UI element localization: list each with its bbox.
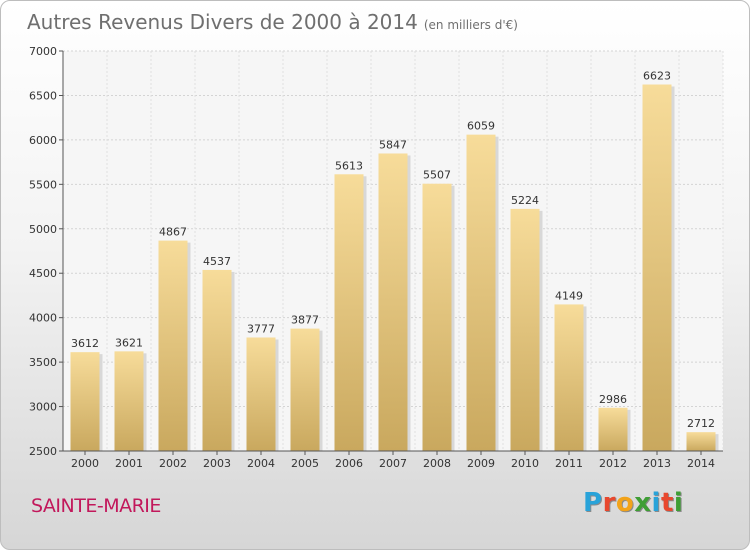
x-tick-label: 2011: [555, 457, 583, 470]
bar-2002: [158, 240, 188, 451]
y-tick-label: 4500: [29, 267, 57, 280]
y-tick-label: 2500: [29, 445, 57, 458]
y-tick-label: 5000: [29, 223, 57, 236]
bar-2007: [378, 153, 408, 451]
value-label: 5847: [379, 138, 407, 151]
x-tick-label: 2013: [643, 457, 671, 470]
logo-letter: x: [634, 488, 652, 518]
bar-2003: [202, 269, 232, 451]
value-label: 4149: [555, 289, 583, 302]
value-label: 2712: [687, 417, 715, 430]
y-tick-label: 4000: [29, 312, 57, 325]
x-tick-label: 2014: [687, 457, 715, 470]
bar-2006: [334, 174, 364, 452]
y-tick-label: 5500: [29, 178, 57, 191]
bar-2011: [554, 304, 584, 451]
y-tick-label: 6000: [29, 134, 57, 147]
x-tick-label: 2007: [379, 457, 407, 470]
y-tick-label: 3000: [29, 401, 57, 414]
bar-2009: [466, 134, 496, 451]
value-label: 3612: [71, 337, 99, 350]
bar-2005: [290, 328, 320, 451]
value-label: 3877: [291, 314, 319, 327]
bar-2000: [70, 352, 100, 451]
bar-2012: [598, 407, 628, 451]
logo-letter: i: [673, 488, 684, 518]
commune-name: SAINTE-MARIE: [31, 495, 161, 517]
bar-2014: [686, 432, 716, 451]
x-tick-label: 2003: [203, 457, 231, 470]
value-label: 5613: [335, 159, 363, 172]
chart-title-text: Autres Revenus Divers de 2000 à 2014: [27, 10, 418, 34]
y-tick-label: 7000: [29, 45, 57, 58]
value-label: 3621: [115, 336, 143, 349]
bar-2004: [246, 337, 276, 451]
chart-title: Autres Revenus Divers de 2000 à 2014 (en …: [27, 10, 518, 34]
value-label: 2986: [599, 393, 627, 406]
logo-letter: o: [615, 488, 635, 518]
value-label: 3777: [247, 322, 275, 335]
chart-title-unit: (en milliers d'€): [423, 18, 518, 32]
x-tick-label: 2002: [159, 457, 187, 470]
logo-letter: r: [602, 488, 616, 518]
value-label: 6623: [643, 70, 671, 83]
x-tick-label: 2006: [335, 457, 363, 470]
bar-2013: [642, 84, 672, 451]
x-tick-label: 2004: [247, 457, 275, 470]
proxiti-logo[interactable]: Proxiti: [583, 488, 683, 518]
x-tick-label: 2009: [467, 457, 495, 470]
bar-2010: [510, 208, 540, 451]
value-label: 5507: [423, 169, 451, 182]
x-tick-label: 2001: [115, 457, 143, 470]
y-tick-label: 3500: [29, 356, 57, 369]
x-tick-label: 2000: [71, 457, 99, 470]
bar-2001: [114, 351, 144, 451]
x-tick-label: 2008: [423, 457, 451, 470]
x-tick-label: 2010: [511, 457, 539, 470]
value-label: 6059: [467, 120, 495, 133]
logo-letter: i: [651, 488, 661, 518]
value-label: 4537: [203, 255, 231, 268]
y-tick-label: 6500: [29, 89, 57, 102]
bar-2008: [422, 183, 452, 451]
x-tick-label: 2012: [599, 457, 627, 470]
value-label: 5224: [511, 194, 539, 207]
value-label: 4867: [159, 226, 187, 239]
logo-letter: P: [583, 488, 603, 518]
x-tick-label: 2005: [291, 457, 319, 470]
logo-letter: t: [660, 488, 674, 518]
